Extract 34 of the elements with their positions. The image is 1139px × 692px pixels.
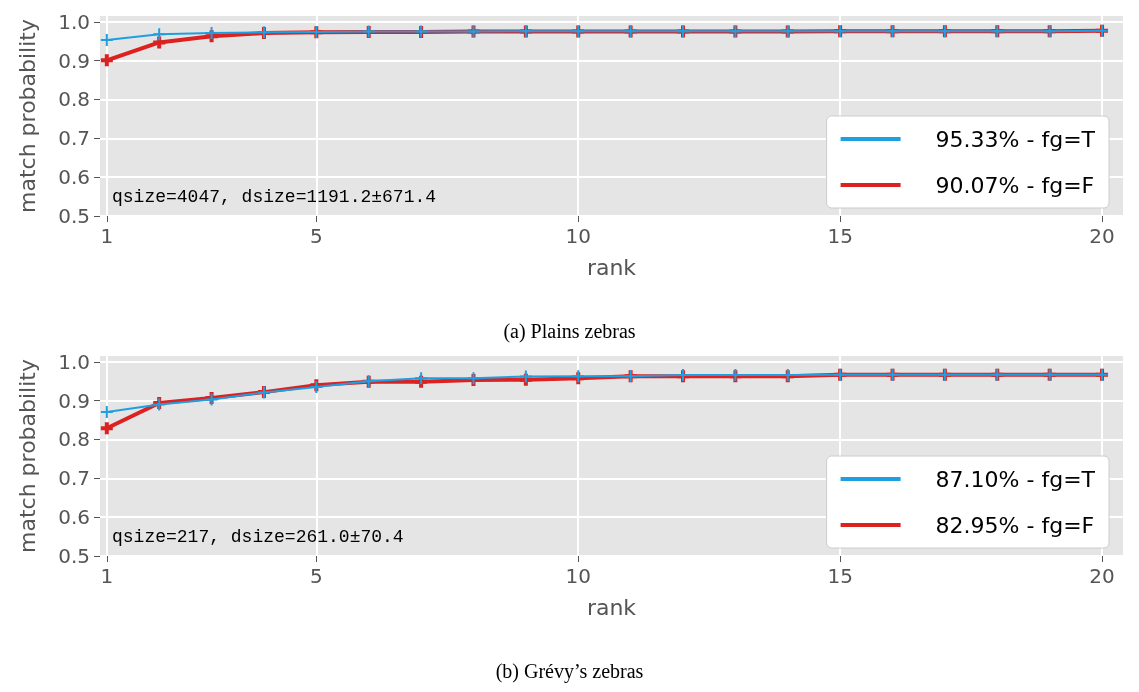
x-tick-label: 20 [1089, 564, 1115, 588]
legend-label: 95.33% - fg=T [935, 126, 1096, 152]
x-tick-label: 5 [309, 224, 323, 248]
x-axis-title: rank [586, 254, 637, 280]
x-tick-label: 1 [100, 564, 114, 588]
y-tick-label: 0.5 [58, 204, 90, 228]
legend-label: 87.10% - fg=T [935, 466, 1096, 492]
x-tick-label: 5 [309, 564, 323, 588]
x-tick-label: 15 [827, 224, 853, 248]
x-tick-label: 15 [827, 564, 853, 588]
y-tick-label: 0.6 [58, 165, 90, 190]
x-tick-label: 20 [1089, 224, 1115, 248]
annotation: qsize=217, dsize=261.0±70.4 [112, 527, 404, 547]
annotation: qsize=4047, dsize=1191.2±671.4 [112, 187, 437, 207]
y-axis-title: match probability [14, 359, 40, 553]
y-tick-label: 0.6 [58, 505, 90, 530]
y-tick-label: 0.7 [58, 126, 90, 151]
x-tick-label: 10 [565, 224, 591, 248]
text: (a) Plains zebras [503, 320, 636, 343]
x-tick-label: 10 [565, 564, 591, 588]
legend-label: 90.07% - fg=F [935, 172, 1095, 198]
y-tick-label: 1.0 [58, 9, 90, 34]
y-tick-label: 0.5 [58, 544, 90, 568]
y-tick-label: 1.0 [58, 349, 90, 374]
y-tick-label: 0.8 [58, 427, 90, 452]
text: (b) Grévy’s zebras [495, 660, 644, 683]
x-axis-title: rank [586, 594, 637, 620]
y-axis-title: match probability [14, 19, 40, 213]
y-tick-label: 0.9 [58, 48, 90, 73]
y-tick-label: 0.8 [58, 87, 90, 112]
y-tick-label: 0.9 [58, 388, 90, 413]
x-tick-label: 1 [100, 224, 114, 248]
y-tick-label: 0.7 [58, 466, 90, 491]
legend-label: 82.95% - fg=F [935, 512, 1095, 538]
